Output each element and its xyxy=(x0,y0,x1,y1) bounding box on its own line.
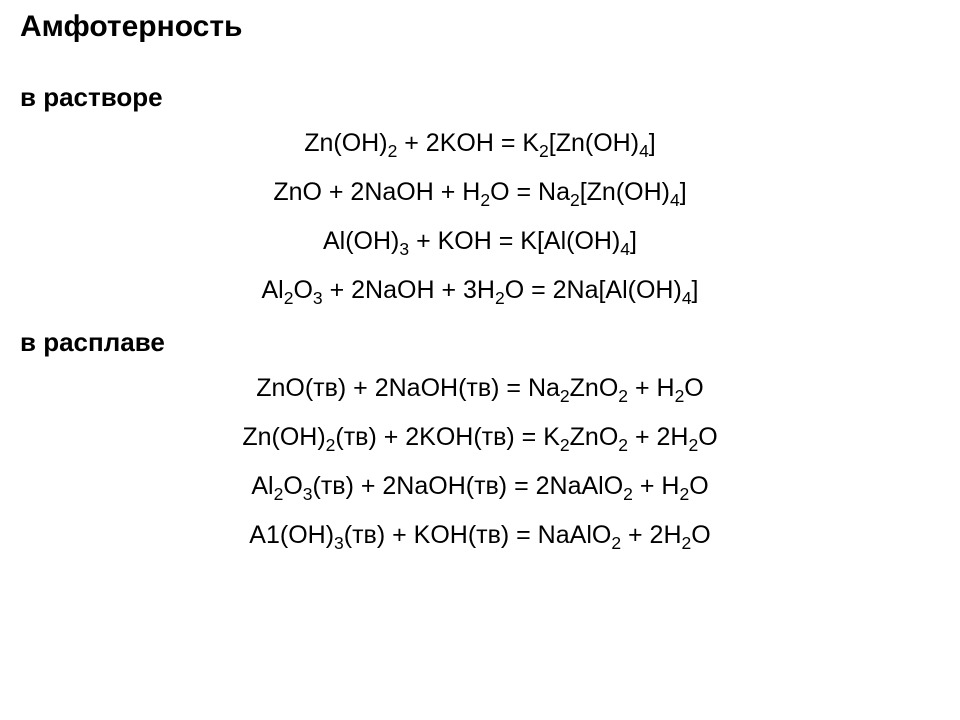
equation-line: ZnO + 2NaOH + H2O = Na2[Zn(OH)4] xyxy=(20,180,940,205)
equation-line: Al(OH)3 + KOH = K[Al(OH)4] xyxy=(20,229,940,254)
equations-solution: Zn(OH)2 + 2KOH = K2[Zn(OH)4] ZnO + 2NaOH… xyxy=(20,131,940,303)
equation-line: Al2O3 + 2NaOH + 3H2O = 2Na[Al(OH)4] xyxy=(20,278,940,303)
equation-line: Al2O3(тв) + 2NaOH(тв) = 2NaAlO2 + H2O xyxy=(20,474,940,499)
equations-melt: ZnO(тв) + 2NaOH(тв) = Na2ZnO2 + H2O Zn(O… xyxy=(20,376,940,548)
slide-title: Амфотерность xyxy=(20,10,940,44)
section-melt-label: в расплаве xyxy=(20,327,940,358)
equation-line: Zn(OH)2 + 2KOH = K2[Zn(OH)4] xyxy=(20,131,940,156)
slide-content: Амфотерность в растворе Zn(OH)2 + 2KOH =… xyxy=(0,0,960,582)
equation-line: Zn(OH)2(тв) + 2KOH(тв) = K2ZnO2 + 2H2O xyxy=(20,425,940,450)
equation-line: A1(OH)3(тв) + KOH(тв) = NaAlO2 + 2H2O xyxy=(20,523,940,548)
equation-line: ZnO(тв) + 2NaOH(тв) = Na2ZnO2 + H2O xyxy=(20,376,940,401)
section-solution-label: в растворе xyxy=(20,82,940,113)
